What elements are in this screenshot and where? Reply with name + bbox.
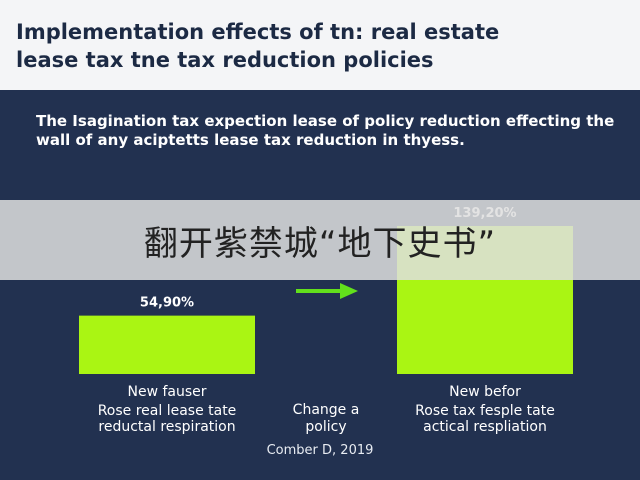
- source-credit: Comber D, 2019: [266, 443, 374, 458]
- category-sublabel-2-a: Rose tax fesple tate: [415, 403, 555, 419]
- category-sublabel-1-a: Rose real lease tate: [98, 403, 237, 419]
- arrow-label-line-2: policy: [305, 419, 346, 435]
- header: Implementation effects of tn: real estat…: [0, 0, 640, 90]
- overlay-banner: 翻开紫禁城“地下史书”: [0, 200, 640, 280]
- category-sublabel-2-b: actical respliation: [423, 419, 547, 435]
- banner-text: 翻开紫禁城“地下史书”: [143, 223, 497, 264]
- right-arrow-icon: [296, 283, 358, 299]
- chart-subtitle: The Isagination tax expection lease of p…: [36, 112, 615, 149]
- category-label-1: New fauser: [127, 384, 206, 400]
- category-label-2: New befor: [449, 384, 521, 400]
- bar-1: [79, 315, 255, 374]
- arrow-label-line-1: Change a: [293, 402, 360, 418]
- data-label-1: 54,90%: [140, 296, 194, 311]
- category-sublabel-1-b: reductal respiration: [98, 419, 235, 435]
- chart-title: Implementation effects of tn: real estat…: [16, 20, 500, 72]
